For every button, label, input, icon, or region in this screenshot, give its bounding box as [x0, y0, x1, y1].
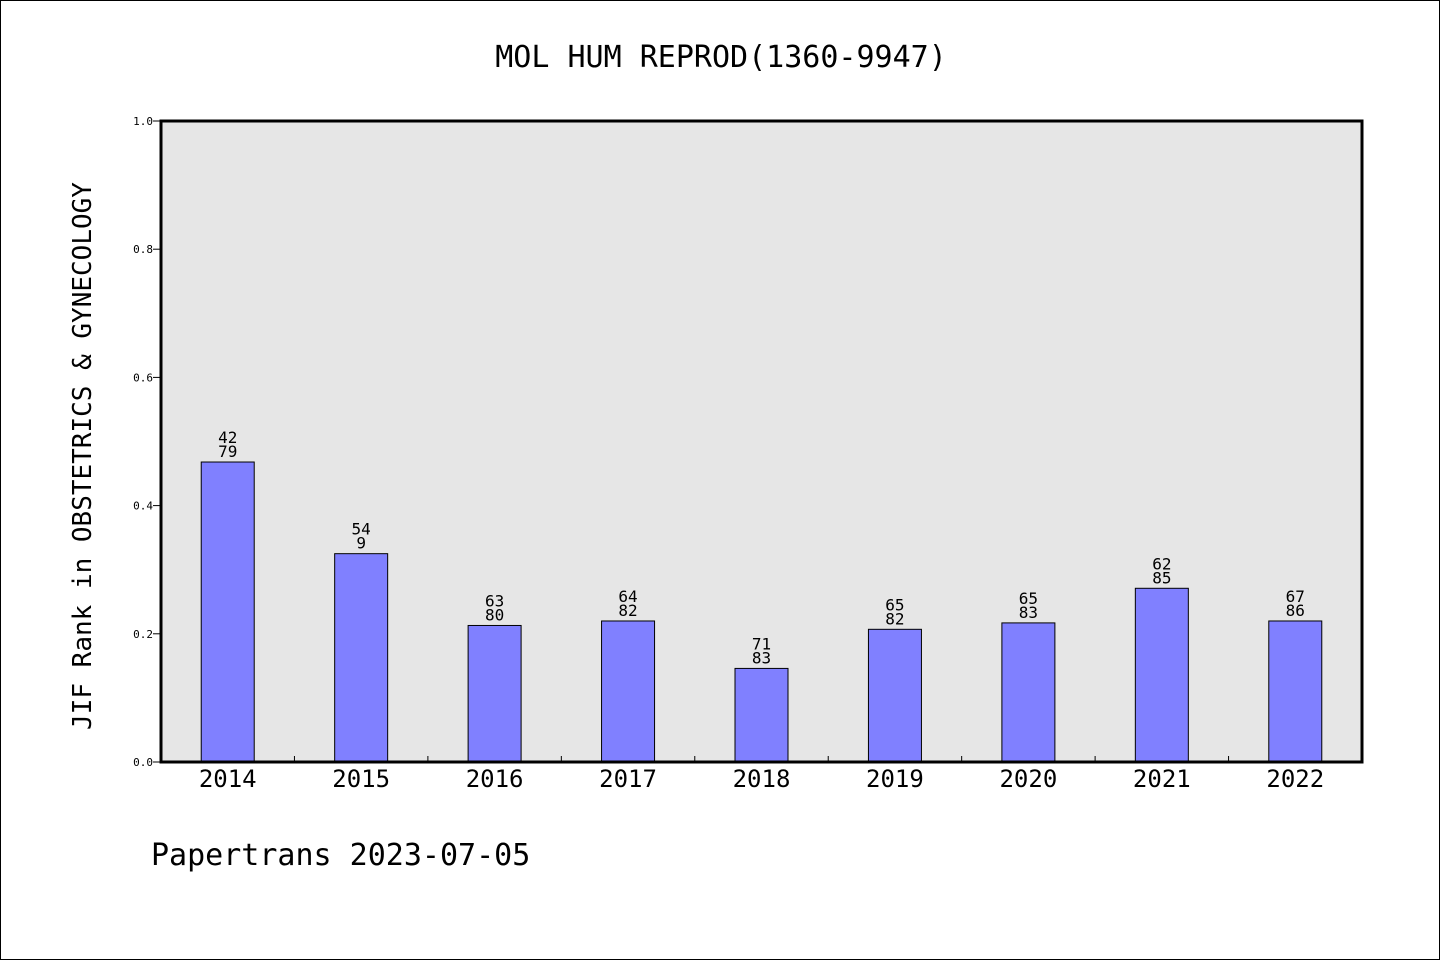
bar-rank-label: 67	[1286, 587, 1305, 606]
y-axis-label: JIF Rank in OBSTETRICS & GYNECOLOGY	[68, 182, 98, 730]
y-tick-label: 0.2	[133, 628, 153, 641]
bar-2015	[334, 553, 389, 763]
bar-total-label: 83	[1019, 603, 1038, 622]
bar-total-label: 9	[356, 534, 366, 553]
bar-rank-label: 42	[218, 428, 237, 447]
plot-border	[159, 119, 1364, 764]
chart-title: MOL HUM REPROD(1360-9947)	[495, 40, 947, 75]
x-tick-label: 2016	[466, 765, 524, 793]
bar-total-label: 82	[885, 609, 904, 628]
y-tick-label: 0.4	[133, 500, 153, 513]
bar-2017	[601, 620, 656, 763]
bar-rank-label: 63	[485, 591, 504, 610]
bar-2020	[1001, 622, 1056, 763]
x-tick-label: 2021	[1133, 765, 1191, 793]
bar-2014	[200, 461, 255, 763]
bar-2021	[1134, 587, 1189, 763]
x-tick-label: 2022	[1266, 765, 1324, 793]
bar-total-label: 85	[1152, 568, 1171, 587]
bar-rank-label: 64	[618, 587, 637, 606]
bar-2016	[467, 624, 522, 763]
x-axis-ticks: 2014 2015 2016 2017 2018 2019 2020 2021 2022	[199, 756, 1324, 793]
bar-rank-label: 62	[1152, 554, 1171, 573]
y-tick-label: 1.0	[133, 115, 153, 128]
x-tick-label: 2017	[599, 765, 657, 793]
bar-total-label: 79	[218, 442, 237, 461]
x-tick-label: 2020	[999, 765, 1057, 793]
bar-rank-label: 54	[352, 520, 371, 539]
bar-rank-label: 65	[1019, 589, 1038, 608]
x-tick-label: 2015	[332, 765, 390, 793]
x-tick-label: 2018	[733, 765, 791, 793]
bar-total-label: 83	[752, 648, 771, 667]
x-tick-label: 2019	[866, 765, 924, 793]
y-tick-label: 0.8	[133, 243, 153, 256]
bar-2018	[734, 667, 789, 763]
x-tick-label: 2014	[199, 765, 257, 793]
y-tick-label: 0.0	[133, 756, 153, 769]
bar-rank-label: 71	[752, 634, 771, 653]
footer-source-date: Papertrans 2023-07-05	[151, 838, 530, 873]
y-axis-ticks: 0.0 0.2 0.4 0.6 0.8 1.0	[133, 115, 161, 769]
bar-total-label: 82	[618, 601, 637, 620]
bar-2022	[1268, 620, 1323, 763]
y-tick-label: 0.6	[133, 371, 153, 384]
bar-rank-label: 65	[885, 595, 904, 614]
bar-2019	[867, 628, 922, 763]
bar-total-label: 80	[485, 605, 504, 624]
bar-total-label: 86	[1286, 601, 1305, 620]
